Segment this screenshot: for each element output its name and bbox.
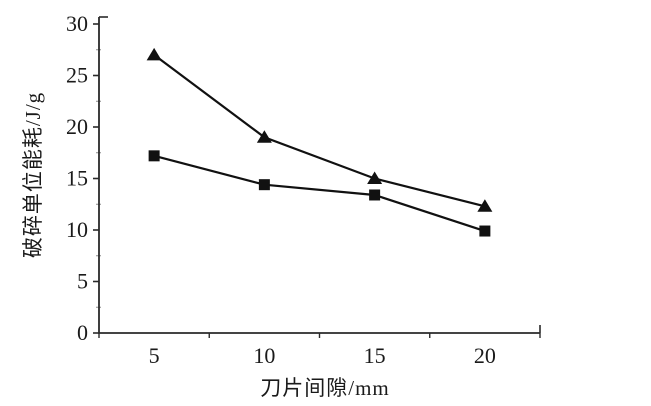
y-tick-label: 25	[66, 63, 88, 88]
y-tick-label: 15	[66, 166, 88, 191]
triangle-marker	[256, 130, 272, 143]
y-tick-label: 10	[66, 217, 88, 242]
lower-series-square-line	[153, 154, 486, 233]
x-tick-label: 15	[364, 343, 386, 368]
square-marker	[148, 150, 160, 162]
x-tick-label: 20	[474, 343, 496, 368]
y-axis-title: 破碎单位能耗/J/g	[21, 91, 45, 259]
triangle-marker	[477, 199, 493, 212]
upper-series-triangle-line	[153, 54, 486, 208]
triangle-marker	[146, 47, 162, 61]
x-axis-title: 刀片间隙/mm	[260, 376, 390, 400]
y-tick-label: 30	[66, 11, 88, 36]
axis-line	[98, 17, 540, 334]
y-tick-label: 20	[66, 114, 88, 139]
y-tick-label: 5	[77, 269, 88, 294]
square-marker	[369, 189, 381, 201]
triangle-marker	[367, 171, 383, 184]
x-tick-label: 5	[149, 343, 160, 368]
square-marker	[258, 179, 270, 191]
square-marker	[479, 225, 491, 237]
x-tick-label: 10	[253, 343, 275, 368]
y-tick-label: 0	[77, 320, 88, 345]
